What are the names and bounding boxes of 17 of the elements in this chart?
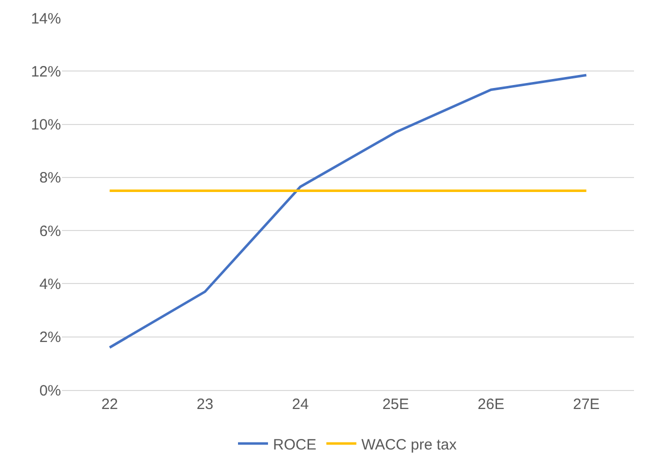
- x-tick-label: 25E: [382, 396, 410, 413]
- y-tick-label: 14%: [30, 10, 61, 28]
- y-tick-label: 0%: [39, 382, 61, 400]
- y-tick-label: 10%: [30, 116, 61, 134]
- x-tick-label: 22: [101, 396, 118, 413]
- legend-label: WACC pre tax: [361, 436, 458, 454]
- legend-label: ROCE: [273, 436, 316, 454]
- line-series: [108, 74, 588, 349]
- y-tick-label: 4%: [39, 276, 61, 293]
- x-tick-label: 24: [292, 396, 309, 413]
- x-tick-label: 23: [196, 396, 214, 413]
- y-tick-label: 12%: [30, 63, 61, 80]
- y-tick-label: 2%: [39, 329, 61, 346]
- x-tick-label: 26E: [478, 396, 504, 413]
- y-tick-label: 8%: [39, 170, 61, 187]
- y-tick-label: 6%: [39, 222, 61, 240]
- x-tick-label: 27E: [572, 396, 600, 413]
